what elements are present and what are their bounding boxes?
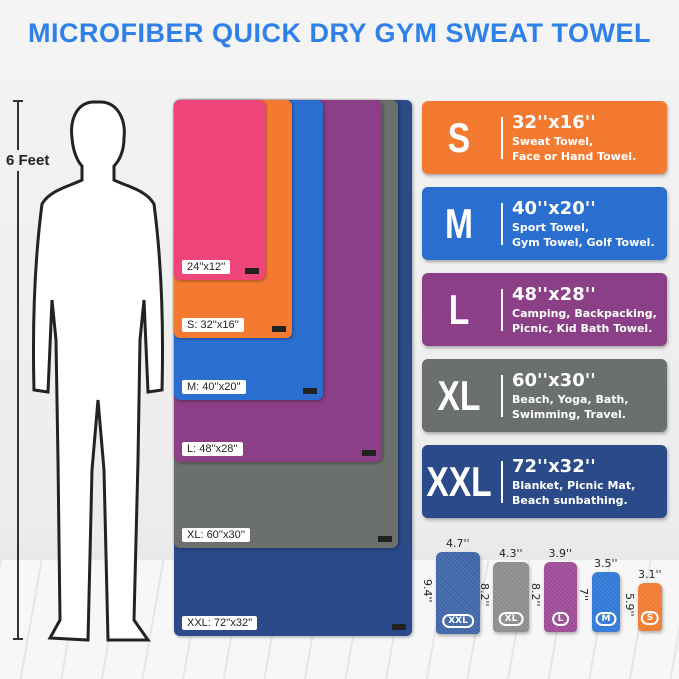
bag-height-label: 7'' bbox=[577, 588, 590, 602]
size-dimensions: 60''x30'' bbox=[512, 370, 596, 391]
size-letter: XXL bbox=[426, 457, 492, 505]
use-line: Blanket, Picnic Mat, bbox=[512, 479, 636, 492]
size-uses: Blanket, Picnic Mat, Beach sunbathing. bbox=[512, 478, 635, 508]
divider bbox=[501, 117, 503, 159]
size-card-m: M 40''x20'' Sport Towel, Gym Towel, Golf To… bbox=[422, 187, 667, 260]
use-line: Gym Towel, Golf Towel. bbox=[512, 236, 655, 249]
size-uses: Beach, Yoga, Bath, Swimming, Travel. bbox=[512, 392, 629, 422]
height-label: 6 Feet bbox=[6, 150, 50, 171]
use-line: Beach sunbathing. bbox=[512, 494, 628, 507]
size-uses: Sweat Towel, Face or Hand Towel. bbox=[512, 134, 636, 164]
use-line: Sport Towel, bbox=[512, 221, 590, 234]
bag-badge: XL bbox=[498, 612, 524, 626]
bag-badge: S bbox=[640, 611, 660, 625]
towel-small: 24''x12'' bbox=[174, 100, 265, 280]
use-line: Face or Hand Towel. bbox=[512, 150, 637, 163]
bag-m: M bbox=[592, 572, 620, 632]
size-letter: XL bbox=[437, 371, 481, 419]
bag-width-label: 3.5'' bbox=[594, 557, 618, 570]
bag-width-label: 3.1'' bbox=[638, 568, 662, 581]
size-card-s: S 32''x16'' Sweat Towel, Face or Hand Towel… bbox=[422, 101, 667, 174]
bag-height-label: 8.2'' bbox=[478, 583, 491, 607]
divider bbox=[501, 289, 503, 331]
divider bbox=[501, 203, 503, 245]
bag-width-label: 3.9'' bbox=[548, 547, 573, 560]
bag-badge: L bbox=[551, 612, 570, 626]
size-dimensions: 72''x32'' bbox=[512, 456, 596, 477]
divider bbox=[501, 375, 503, 417]
use-line: Picnic, Kid Bath Towel. bbox=[512, 322, 653, 335]
brand-tag bbox=[272, 326, 286, 332]
bag-height-label: 5.9'' bbox=[623, 593, 636, 617]
size-uses: Sport Towel, Gym Towel, Golf Towel. bbox=[512, 220, 655, 250]
bag-badge: M bbox=[595, 612, 617, 626]
brand-tag bbox=[303, 388, 317, 394]
size-card-l: L 48''x28'' Camping, Backpacking, Picnic, K… bbox=[422, 273, 667, 346]
bag-height-label: 8.2'' bbox=[529, 583, 542, 607]
bag-xl: XL bbox=[493, 562, 529, 632]
size-dimensions: 32''x16'' bbox=[512, 112, 596, 133]
person-silhouette bbox=[31, 100, 165, 642]
size-letter: M bbox=[445, 199, 473, 247]
brand-tag bbox=[392, 624, 406, 630]
brand-tag bbox=[362, 450, 376, 456]
size-card-xl: XL 60''x30'' Beach, Yoga, Bath, Swimming, T… bbox=[422, 359, 667, 432]
towel-label: XL: 60''x30'' bbox=[182, 528, 250, 542]
brand-tag bbox=[378, 536, 392, 542]
use-line: Beach, Yoga, Bath, bbox=[512, 393, 629, 406]
brand-tag bbox=[245, 268, 259, 274]
use-line: Camping, Backpacking, bbox=[512, 307, 657, 320]
use-line: Swimming, Travel. bbox=[512, 408, 626, 421]
height-ruler bbox=[13, 100, 23, 640]
bag-width-label: 4.7'' bbox=[446, 537, 470, 550]
page-title: MICROFIBER QUICK DRY GYM SWEAT TOWEL bbox=[28, 18, 651, 48]
bag-l: L bbox=[544, 562, 577, 632]
towel-label: 24''x12'' bbox=[182, 260, 231, 274]
size-dimensions: 40''x20'' bbox=[512, 198, 596, 219]
bag-badge: XXL bbox=[442, 614, 474, 628]
towel-label: S: 32''x16'' bbox=[182, 318, 244, 332]
bag-height-label: 9.4'' bbox=[421, 579, 434, 603]
size-letter: S bbox=[447, 113, 471, 161]
size-dimensions: 48''x28'' bbox=[512, 284, 596, 305]
use-line: Sweat Towel, bbox=[512, 135, 594, 148]
divider bbox=[501, 461, 503, 503]
bag-width-label: 4.3'' bbox=[499, 547, 523, 560]
towel-label: L: 48''x28'' bbox=[182, 442, 243, 456]
bag-xxl: XXL bbox=[436, 552, 480, 634]
size-card-xxl: XXL 72''x32'' Blanket, Picnic Mat, Beach su… bbox=[422, 445, 667, 518]
towel-label: M: 40''x20'' bbox=[182, 380, 246, 394]
bag-s: S bbox=[638, 583, 662, 631]
towel-label: XXL: 72''x32'' bbox=[182, 616, 258, 630]
size-uses: Camping, Backpacking, Picnic, Kid Bath To… bbox=[512, 306, 657, 336]
size-letter: L bbox=[448, 285, 470, 333]
